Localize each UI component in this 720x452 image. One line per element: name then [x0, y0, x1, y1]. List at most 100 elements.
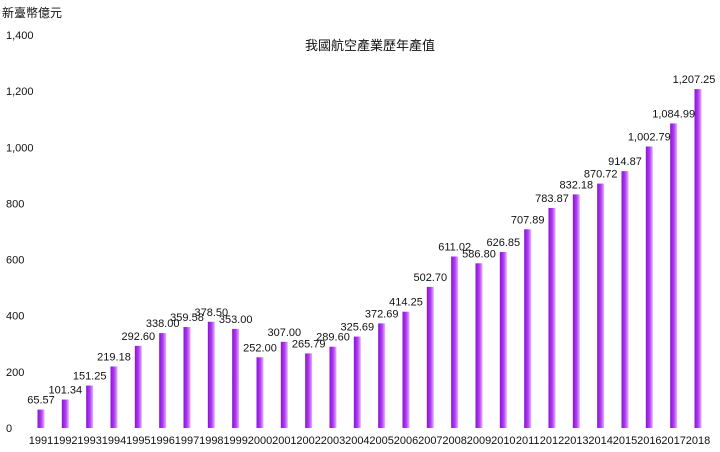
bar	[670, 123, 678, 429]
x-axis: 1991 1992 1993 1994 1995 1996 1997 1998 1999 2000…	[29, 435, 710, 447]
x-tick-label: 2017	[661, 435, 685, 447]
bar	[645, 146, 653, 428]
bar	[305, 353, 313, 428]
bar	[37, 409, 45, 428]
bar	[475, 263, 483, 428]
bar-value-label: 783.87	[535, 193, 569, 205]
x-tick-label: 1997	[175, 435, 199, 447]
bar	[597, 183, 605, 428]
bar	[499, 252, 507, 428]
x-tick-label: 1991	[29, 435, 53, 447]
y-axis: 0 200 400 600 800 1,000 1,200 1,400	[6, 30, 34, 435]
bar-value-label: 832.18	[560, 179, 594, 191]
bar	[402, 311, 410, 428]
x-tick-label: 1999	[223, 435, 247, 447]
bar-value-label: 292.60	[122, 331, 156, 343]
bar-value-label: 378.50	[195, 307, 229, 319]
bar-value-label: 289.60	[316, 332, 350, 344]
y-tick-label: 400	[6, 311, 24, 323]
y-tick-label: 800	[6, 198, 24, 210]
y-axis-unit-label: 新臺幣億元	[2, 5, 62, 20]
x-tick-label: 2005	[369, 435, 393, 447]
x-tick-label: 1992	[53, 435, 77, 447]
bar-value-label: 252.00	[243, 342, 277, 354]
bar-value-label: 101.34	[49, 385, 83, 397]
bar-value-label: 307.00	[268, 327, 302, 339]
x-tick-label: 2006	[394, 435, 418, 447]
x-tick-label: 1993	[77, 435, 101, 447]
bar-value-label: 707.89	[511, 214, 545, 226]
bar-value-label: 914.87	[608, 156, 642, 168]
x-tick-label: 2004	[345, 435, 369, 447]
bar	[207, 321, 215, 428]
y-tick-label: 600	[6, 255, 24, 267]
bar-value-label: 65.57	[27, 395, 55, 407]
bar	[280, 341, 288, 428]
bar	[524, 229, 532, 428]
bar-value-label: 372.69	[365, 308, 399, 320]
x-tick-label: 2001	[272, 435, 296, 447]
bar-value-label: 1,084.99	[652, 108, 695, 120]
x-tick-label: 2011	[516, 435, 540, 447]
x-tick-label: 2003	[321, 435, 345, 447]
bar	[134, 345, 142, 428]
bar	[451, 256, 459, 428]
x-tick-label: 1996	[150, 435, 174, 447]
x-tick-label: 2014	[588, 435, 612, 447]
bar-value-label: 611.02	[438, 241, 471, 253]
bar	[548, 207, 556, 428]
bar	[353, 336, 361, 428]
x-tick-label: 2008	[442, 435, 466, 447]
bar-value-label: 338.00	[146, 318, 180, 330]
x-tick-label: 1995	[126, 435, 150, 447]
chart-title: 我國航空產業歷年產值	[305, 38, 435, 53]
bar	[694, 89, 702, 429]
x-tick-label: 2007	[418, 435, 442, 447]
bar-value-label: 1,207.25	[673, 74, 716, 86]
bar-value-label: 325.69	[341, 322, 375, 334]
bar-value-label: 870.72	[584, 169, 618, 181]
bar	[232, 328, 240, 428]
x-tick-label: 2012	[540, 435, 564, 447]
y-tick-label: 0	[6, 423, 12, 435]
y-tick-label: 1,400	[6, 30, 34, 42]
bar-value-label: 151.25	[73, 371, 107, 383]
bar	[183, 327, 191, 428]
bar	[426, 286, 434, 428]
bar	[86, 385, 94, 428]
x-tick-label: 1998	[199, 435, 223, 447]
x-tick-label: 2002	[296, 435, 320, 447]
bar-value-label: 414.25	[389, 297, 423, 309]
bar	[159, 333, 167, 428]
bar	[621, 171, 629, 428]
bar	[110, 366, 118, 428]
x-tick-label: 2010	[491, 435, 515, 447]
bar	[378, 323, 386, 428]
x-tick-label: 2009	[467, 435, 491, 447]
x-tick-label: 1994	[102, 435, 126, 447]
bar-value-label: 1,002.79	[628, 132, 671, 144]
bar-value-label: 586.80	[462, 248, 496, 260]
y-tick-label: 200	[6, 367, 24, 379]
bar	[572, 194, 580, 428]
bar-series	[37, 89, 702, 429]
y-tick-label: 1,000	[6, 142, 34, 154]
bar	[329, 346, 337, 428]
x-tick-label: 2015	[613, 435, 637, 447]
bar-value-label: 219.18	[97, 351, 131, 363]
bar-value-label: 265.79	[292, 338, 326, 350]
bar-value-label: 353.00	[219, 314, 253, 326]
bar	[61, 399, 69, 428]
bar-value-label: 626.85	[487, 237, 521, 249]
bar-value-label: 359.58	[170, 312, 204, 324]
y-tick-label: 1,200	[6, 86, 34, 98]
bar-value-label: 502.70	[414, 272, 448, 284]
x-tick-label: 2000	[248, 435, 272, 447]
x-tick-label: 2016	[637, 435, 661, 447]
bar	[256, 357, 264, 428]
x-tick-label: 2018	[686, 435, 710, 447]
x-tick-label: 2013	[564, 435, 588, 447]
